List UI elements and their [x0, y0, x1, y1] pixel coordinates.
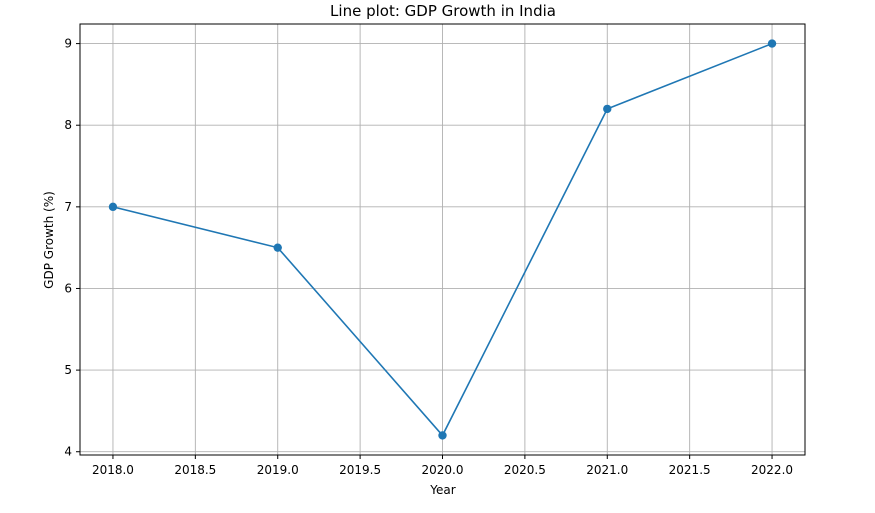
data-point [438, 431, 447, 440]
y-tick-label: 7 [64, 200, 72, 214]
y-tick-label: 5 [64, 363, 72, 377]
x-axis-ticks: 2018.0 2018.5 2019.0 2019.5 2020.0 2020.5 2021… [92, 455, 793, 477]
x-tick-label: 2018.5 [174, 463, 216, 477]
data-point [108, 202, 118, 212]
x-axis-label: Year [429, 483, 455, 497]
y-axis-label: GDP Growth (%) [42, 191, 56, 289]
x-tick-label: 2021.0 [586, 463, 628, 477]
x-tick-label: 2019.0 [257, 463, 299, 477]
series-layer [108, 39, 777, 440]
plot-frame [79, 23, 806, 456]
y-tick-label: 8 [64, 118, 72, 132]
data-point [603, 104, 612, 114]
x-tick-label: 2018.0 [92, 463, 134, 477]
y-tick-label: 4 [64, 445, 72, 459]
chart-title: Line plot: GDP Growth in India [330, 2, 556, 20]
x-tick-label: 2022.0 [751, 463, 793, 477]
x-tick-label: 2019.5 [339, 463, 381, 477]
data-point [767, 39, 777, 48]
x-tick-label: 2021.5 [669, 463, 711, 477]
y-tick-label: 6 [64, 281, 72, 295]
data-point [273, 243, 282, 252]
grid [80, 24, 805, 455]
x-tick-label: 2020.0 [422, 463, 464, 477]
y-tick-label: 9 [64, 37, 72, 51]
y-axis-ticks: 4 5 6 7 8 9 [64, 37, 80, 459]
x-tick-label: 2020.5 [504, 463, 546, 477]
